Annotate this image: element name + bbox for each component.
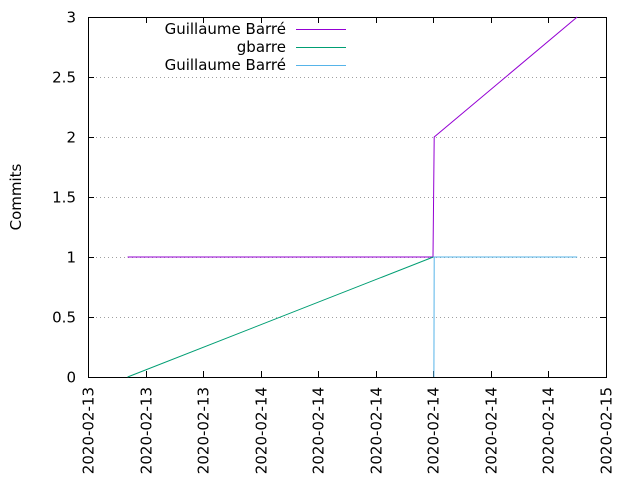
x-tick-label: 2020-02-14 xyxy=(253,387,271,474)
y-tick-label: 0.5 xyxy=(52,309,76,327)
y-tick-label: 1.5 xyxy=(52,189,76,207)
x-tick-label: 2020-02-13 xyxy=(138,387,156,474)
legend-label: gbarre xyxy=(237,38,286,56)
x-tick-label: 2020-02-14 xyxy=(368,387,386,474)
y-tick-label: 2.5 xyxy=(52,69,76,87)
series-line xyxy=(127,256,434,378)
series-lines xyxy=(127,16,578,378)
x-tick-label: 2020-02-13 xyxy=(195,387,213,474)
y-tick-label: 3 xyxy=(66,9,76,27)
legend-label: Guillaume Barré xyxy=(165,56,286,74)
legend-label: Guillaume Barré xyxy=(165,20,286,38)
y-axis-label: Commits xyxy=(7,163,25,230)
x-tick-label: 2020-02-14 xyxy=(540,387,558,474)
axis-ticks: 0 0.5 1 1.5 2 2.5 3 2020-02-13 2020-02-13 2020-02… xyxy=(52,9,615,475)
y-tick-label: 2 xyxy=(66,129,76,147)
y-tick-label: 1 xyxy=(66,249,76,267)
x-tick-label: 2020-02-15 xyxy=(598,387,616,474)
x-tick-label: 2020-02-14 xyxy=(483,387,501,474)
x-tick-label: 2020-02-14 xyxy=(425,387,443,474)
series-line xyxy=(127,16,578,258)
x-tick-label: 2020-02-13 xyxy=(80,387,98,474)
x-tick-label: 2020-02-14 xyxy=(310,387,328,474)
y-tick-label: 0 xyxy=(66,369,76,387)
series-line xyxy=(433,256,578,378)
grid-lines xyxy=(88,77,606,318)
